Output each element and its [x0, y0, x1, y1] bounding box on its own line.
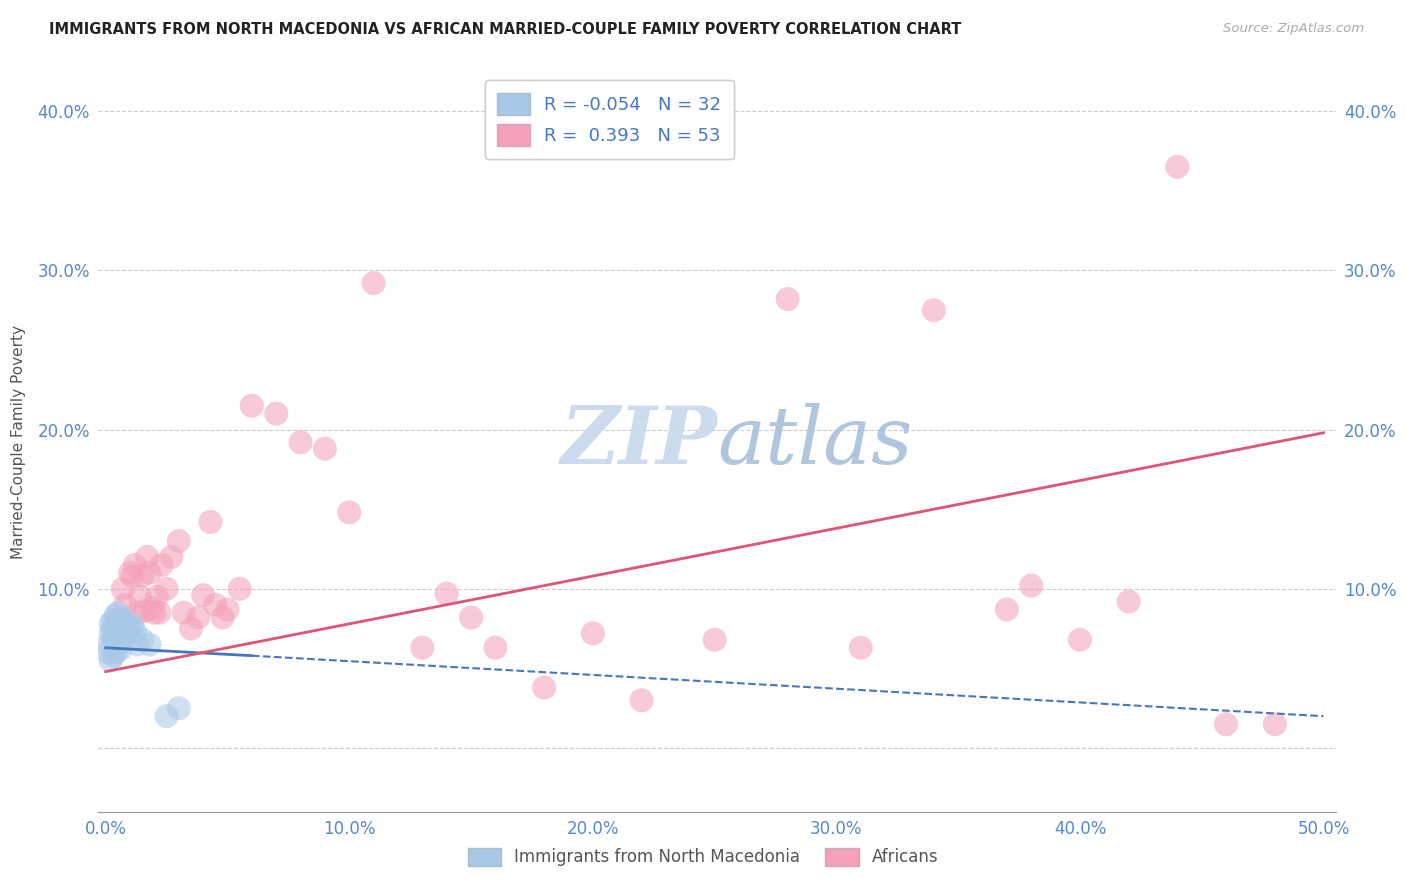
- Point: [120, 566, 142, 580]
- Point: [114, 616, 136, 631]
- Legend: Immigrants from North Macedonia, Africans: Immigrants from North Macedonia, African…: [460, 839, 946, 875]
- Point: [104, 646, 127, 660]
- Point: [436, 586, 458, 600]
- Point: [100, 626, 122, 640]
- Point: [110, 642, 132, 657]
- Point: [101, 622, 124, 636]
- Point: [143, 606, 166, 620]
- Point: [160, 549, 183, 564]
- Point: [131, 632, 153, 647]
- Point: [111, 582, 134, 596]
- Point: [995, 602, 1018, 616]
- Point: [127, 638, 149, 652]
- Point: [849, 640, 872, 655]
- Point: [97, 638, 120, 652]
- Text: ZIP: ZIP: [560, 403, 717, 480]
- Point: [111, 630, 134, 644]
- Point: [124, 624, 146, 639]
- Point: [460, 610, 482, 624]
- Point: [200, 515, 222, 529]
- Point: [121, 616, 143, 631]
- Point: [100, 653, 122, 667]
- Point: [138, 566, 160, 580]
- Text: IMMIGRANTS FROM NORTH MACEDONIA VS AFRICAN MARRIED-COUPLE FAMILY POVERTY CORRELA: IMMIGRANTS FROM NORTH MACEDONIA VS AFRIC…: [49, 22, 962, 37]
- Point: [533, 681, 555, 695]
- Point: [167, 534, 190, 549]
- Point: [922, 303, 945, 318]
- Point: [101, 614, 124, 628]
- Point: [1264, 717, 1286, 731]
- Point: [104, 630, 127, 644]
- Point: [128, 590, 150, 604]
- Point: [114, 632, 136, 647]
- Point: [120, 622, 142, 636]
- Point: [148, 606, 170, 620]
- Point: [141, 601, 163, 615]
- Point: [101, 648, 124, 663]
- Point: [111, 614, 134, 628]
- Point: [97, 646, 120, 660]
- Point: [703, 632, 725, 647]
- Point: [107, 606, 129, 620]
- Point: [131, 569, 153, 583]
- Point: [107, 616, 129, 631]
- Point: [167, 701, 190, 715]
- Point: [110, 622, 132, 636]
- Y-axis label: Married-Couple Family Poverty: Married-Couple Family Poverty: [11, 325, 27, 558]
- Point: [264, 407, 287, 421]
- Point: [117, 622, 139, 636]
- Point: [107, 614, 129, 628]
- Text: Source: ZipAtlas.com: Source: ZipAtlas.com: [1223, 22, 1364, 36]
- Point: [110, 610, 132, 624]
- Point: [1069, 632, 1091, 647]
- Point: [114, 598, 136, 612]
- Point: [240, 399, 263, 413]
- Point: [290, 435, 312, 450]
- Point: [337, 505, 360, 519]
- Point: [1215, 717, 1237, 731]
- Point: [138, 638, 160, 652]
- Point: [104, 608, 127, 623]
- Point: [1166, 160, 1188, 174]
- Point: [187, 610, 209, 624]
- Point: [124, 558, 146, 572]
- Point: [204, 598, 226, 612]
- Text: atlas: atlas: [717, 403, 912, 480]
- Point: [150, 558, 173, 572]
- Point: [1118, 594, 1140, 608]
- Point: [134, 604, 156, 618]
- Point: [1019, 579, 1042, 593]
- Point: [630, 693, 652, 707]
- Point: [173, 606, 195, 620]
- Point: [314, 442, 336, 456]
- Point: [484, 640, 506, 655]
- Legend: R = -0.054   N = 32, R =  0.393   N = 53: R = -0.054 N = 32, R = 0.393 N = 53: [485, 80, 734, 159]
- Point: [411, 640, 433, 655]
- Point: [211, 610, 233, 624]
- Point: [363, 276, 385, 290]
- Point: [582, 626, 605, 640]
- Point: [101, 632, 124, 647]
- Point: [127, 606, 149, 620]
- Point: [156, 709, 179, 723]
- Point: [156, 582, 179, 596]
- Point: [107, 638, 129, 652]
- Point: [104, 620, 127, 634]
- Point: [136, 549, 159, 564]
- Point: [217, 602, 239, 616]
- Point: [121, 569, 143, 583]
- Point: [100, 616, 122, 631]
- Point: [776, 292, 799, 306]
- Point: [191, 588, 214, 602]
- Point: [228, 582, 250, 596]
- Point: [180, 622, 202, 636]
- Point: [146, 590, 169, 604]
